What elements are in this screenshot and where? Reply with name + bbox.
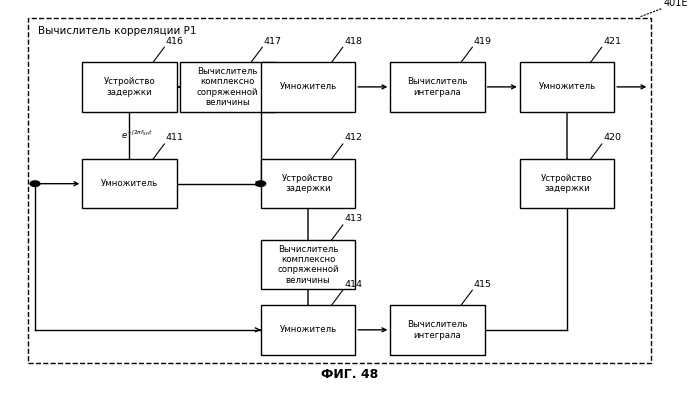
FancyBboxPatch shape <box>519 62 615 111</box>
Text: 418: 418 <box>344 37 362 45</box>
FancyBboxPatch shape <box>260 305 356 355</box>
Text: 415: 415 <box>474 280 491 288</box>
Text: Умножитель: Умножитель <box>101 179 158 188</box>
Circle shape <box>256 181 265 186</box>
Text: Умножитель: Умножитель <box>279 325 337 334</box>
Text: Умножитель: Умножитель <box>279 83 337 91</box>
Text: 414: 414 <box>344 280 362 288</box>
Text: 420: 420 <box>603 134 621 142</box>
Text: Вычислитель
интеграла: Вычислитель интеграла <box>407 320 468 340</box>
Text: 416: 416 <box>166 37 183 45</box>
FancyBboxPatch shape <box>260 62 356 111</box>
FancyBboxPatch shape <box>391 62 484 111</box>
FancyBboxPatch shape <box>519 159 615 209</box>
FancyBboxPatch shape <box>83 62 176 111</box>
FancyBboxPatch shape <box>83 159 176 209</box>
Text: Вычислитель
интеграла: Вычислитель интеграла <box>407 77 468 97</box>
Text: 401E: 401E <box>664 0 688 8</box>
Text: 412: 412 <box>344 134 362 142</box>
Text: Устройство
задержки: Устройство задержки <box>541 174 593 194</box>
Text: Вычислитель
комплексно
сопряженной
величины: Вычислитель комплексно сопряженной велич… <box>197 67 258 107</box>
Text: ФИГ. 48: ФИГ. 48 <box>321 368 379 381</box>
Text: Устройство
задержки: Устройство задержки <box>282 174 334 194</box>
Text: 413: 413 <box>344 214 363 224</box>
Text: Вычислитель корреляции P1: Вычислитель корреляции P1 <box>38 26 197 36</box>
Text: Умножитель: Умножитель <box>538 83 596 91</box>
FancyBboxPatch shape <box>391 305 484 355</box>
Text: 411: 411 <box>166 134 183 142</box>
FancyBboxPatch shape <box>260 240 356 289</box>
Circle shape <box>30 181 40 186</box>
Text: $e^{+j2\pi f_{SH}t}$: $e^{+j2\pi f_{SH}t}$ <box>120 129 153 141</box>
FancyBboxPatch shape <box>260 159 356 209</box>
FancyBboxPatch shape <box>181 62 274 111</box>
Text: 417: 417 <box>264 37 281 45</box>
FancyBboxPatch shape <box>28 18 651 363</box>
Text: Вычислитель
комплексно
сопряженной
величины: Вычислитель комплексно сопряженной велич… <box>277 245 339 285</box>
Text: 421: 421 <box>603 37 621 45</box>
Text: 419: 419 <box>474 37 491 45</box>
Text: Устройство
задержки: Устройство задержки <box>104 77 155 97</box>
